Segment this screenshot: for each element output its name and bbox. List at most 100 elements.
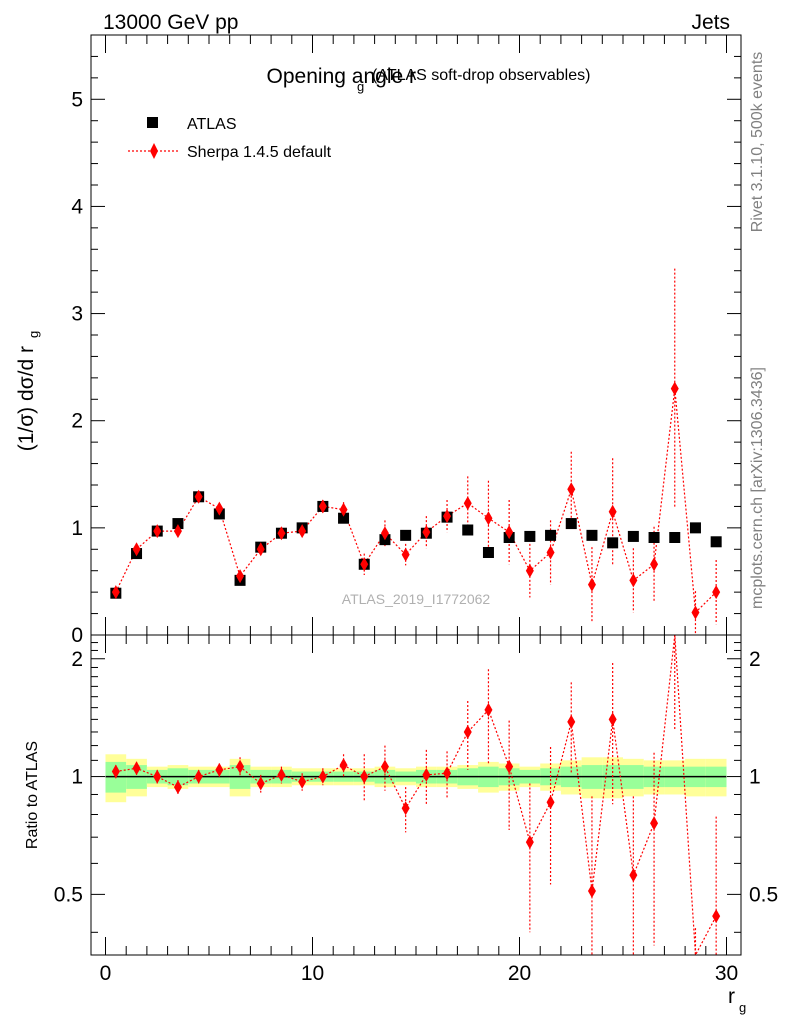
y-tick-label: 1 xyxy=(71,517,83,540)
analysis-watermark: ATLAS_2019_I1772062 xyxy=(342,591,491,607)
sherpa-point xyxy=(153,524,162,539)
sherpa-point xyxy=(712,585,721,600)
sherpa-point xyxy=(111,585,120,600)
main-panel: 0 1 2 3 4 5 Opening angle r g (ATLAS soft-dro… xyxy=(15,34,742,647)
ratio-sherpa-point xyxy=(256,776,265,791)
sherpa-point xyxy=(132,542,141,557)
ratio-sherpa-point xyxy=(380,759,389,774)
y-tick-label: 3 xyxy=(71,303,83,326)
atlas-point xyxy=(607,537,619,549)
rivet-label: Rivet 3.1.10, 500k events xyxy=(749,52,766,233)
atlas-point xyxy=(627,530,639,542)
x-axis-label: r xyxy=(728,985,735,1008)
sherpa-line xyxy=(115,388,717,614)
chart-title-subscript: g xyxy=(357,79,364,94)
y-tick-label: 4 xyxy=(71,195,83,218)
ratio-sherpa-point xyxy=(422,767,431,782)
atlas-point xyxy=(586,529,598,541)
mcplots-label: mcplots.cern.ch [arXiv:1306.3436] xyxy=(749,367,766,609)
legend-atlas-marker xyxy=(147,117,158,128)
ratio-sherpa-point xyxy=(567,714,576,729)
sherpa-point xyxy=(194,489,203,504)
legend-sherpa-label: Sherpa 1.4.5 default xyxy=(187,144,332,161)
sherpa-point xyxy=(236,569,245,584)
chart-title-suffix: (ATLAS soft-drop observables) xyxy=(372,67,590,84)
ratio-sherpa-point xyxy=(505,759,514,774)
ratio-frame xyxy=(90,634,742,956)
sherpa-point xyxy=(608,504,617,519)
atlas-point xyxy=(710,536,722,548)
y-axis-label-subscript: g xyxy=(26,331,41,338)
sherpa-point xyxy=(215,501,224,516)
ratio-sherpa-point xyxy=(401,801,410,816)
ratio-sherpa-point xyxy=(339,758,348,773)
sherpa-point xyxy=(298,524,307,539)
ratio-sherpa-point xyxy=(525,835,534,850)
ratio-sherpa-point xyxy=(215,762,224,777)
ratio-panel: 0.5 0.51 12 20 10 20 30 Ratio to ATLAS r g xyxy=(24,634,778,1015)
x-tick-label: 0 xyxy=(100,962,112,985)
sherpa-point xyxy=(484,511,493,526)
ratio-sherpa-point xyxy=(629,868,638,883)
sherpa-point xyxy=(463,496,472,511)
ratio-sherpa-point xyxy=(360,769,369,784)
sherpa-point xyxy=(360,557,369,572)
ratio-sherpa-point xyxy=(546,795,555,810)
ratio-sherpa-point xyxy=(277,767,286,782)
sherpa-point xyxy=(443,509,452,524)
ratio-sherpa-point xyxy=(153,769,162,784)
ratio-sherpa-point xyxy=(236,759,245,774)
ratio-sherpa-point xyxy=(298,774,307,789)
ratio-sherpa-point xyxy=(443,766,452,781)
chart-title: Opening angle r xyxy=(267,65,416,88)
ratio-sherpa-point xyxy=(484,702,493,717)
y-tick-label: 0 xyxy=(71,624,83,647)
energy-label: 13000 GeV pp xyxy=(103,11,238,34)
ratio-sherpa-point xyxy=(318,769,327,784)
sherpa-point xyxy=(587,577,596,592)
x-tick-label: 10 xyxy=(301,962,324,985)
ratio-y-tick-label-right: 2 xyxy=(749,648,761,671)
sherpa-point xyxy=(629,573,638,588)
sherpa-point xyxy=(339,502,348,517)
jets-label: Jets xyxy=(691,11,730,34)
sherpa-point xyxy=(670,381,679,396)
sherpa-point xyxy=(401,547,410,562)
ratio-y-tick-label: 0.5 xyxy=(54,883,83,906)
x-tick-label: 20 xyxy=(508,962,531,985)
x-tick-label: 30 xyxy=(715,962,738,985)
legend: ATLAS Sherpa 1.4.5 default xyxy=(128,116,332,161)
ratio-sherpa-point xyxy=(712,909,721,924)
x-axis-label-subscript: g xyxy=(739,1000,746,1015)
ratio-y-axis-label: Ratio to ATLAS xyxy=(24,741,41,849)
atlas-point xyxy=(338,512,350,524)
legend-sherpa-marker xyxy=(150,143,158,159)
ratio-y-tick-label-right: 1 xyxy=(749,766,761,789)
ratio-sherpa-point xyxy=(173,780,182,795)
sherpa-point xyxy=(256,542,265,557)
ratio-sherpa-point xyxy=(132,761,141,776)
atlas-point xyxy=(565,518,577,530)
ratio-sherpa-point xyxy=(463,724,472,739)
atlas-point xyxy=(400,529,412,541)
ratio-y-tick-label: 1 xyxy=(71,766,83,789)
atlas-point xyxy=(524,530,536,542)
atlas-point xyxy=(172,518,184,530)
atlas-point xyxy=(648,532,660,543)
ratio-y-tick-label: 2 xyxy=(71,648,83,671)
y-tick-label: 5 xyxy=(71,88,83,111)
atlas-point xyxy=(689,522,701,534)
ratio-y-tick-label-right: 0.5 xyxy=(749,883,778,906)
sherpa-point xyxy=(525,563,534,578)
atlas-point xyxy=(669,532,681,543)
ratio-sherpa-point xyxy=(608,712,617,727)
ratio-sherpa-point xyxy=(587,884,596,899)
ratio-sherpa-line xyxy=(115,634,717,958)
sherpa-point xyxy=(505,525,514,540)
sherpa-point xyxy=(277,526,286,541)
ratio-sherpa-point xyxy=(111,764,120,779)
ratio-sherpa-point xyxy=(194,769,203,784)
sherpa-point xyxy=(691,605,700,620)
ratio-sherpa-point xyxy=(650,816,659,831)
sherpa-point xyxy=(650,557,659,572)
